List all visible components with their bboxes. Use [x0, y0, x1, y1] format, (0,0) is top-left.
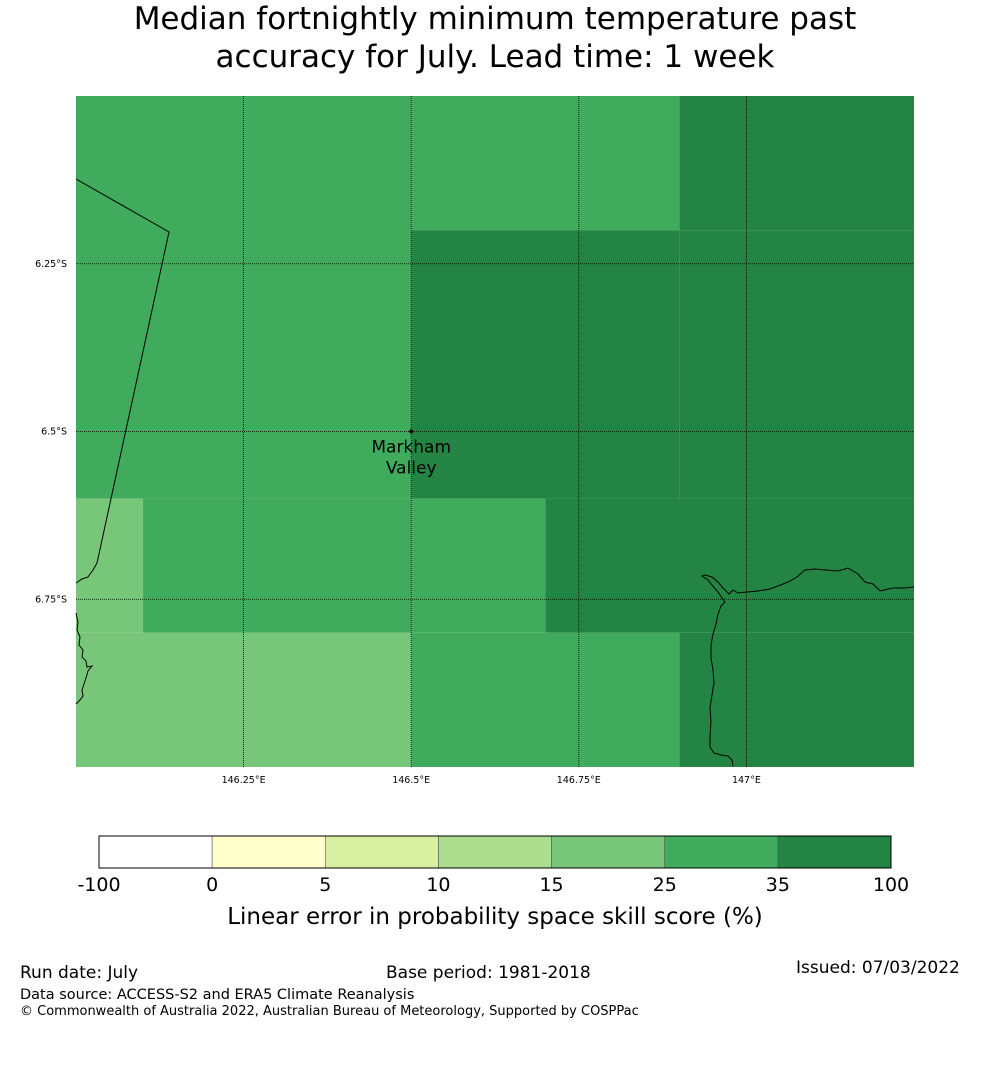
grid-cell-5 — [76, 498, 144, 633]
border-line — [75, 178, 170, 564]
coastline-east — [700, 567, 915, 767]
colorbar-label-1: 0 — [206, 874, 218, 896]
colorbar-outline — [98, 835, 892, 869]
location-marker-group: Markham Valley — [371, 429, 451, 479]
lon-tick-label-0: 146.25°E — [222, 775, 266, 786]
data-source: Data source: ACCESS-S2 and ERA5 Climate … — [20, 987, 415, 1003]
run-date: Run date: July — [20, 963, 139, 983]
map-title: Median fortnightly minimum temperature p… — [0, 0, 990, 76]
colorbar-swatch-1 — [211, 835, 326, 869]
coastline-west — [75, 612, 94, 705]
colorbar-swatch-2 — [324, 835, 439, 869]
grid-cell-3 — [411, 230, 680, 499]
map-figure: 146.25°E 146.5°E 146.75°E 147°E 6.25°S 6.5°S 6… — [35, 96, 915, 930]
location-label-line-2: Valley — [386, 459, 437, 479]
lon-tick-label-2: 146.75°E — [557, 775, 601, 786]
colorbar-label-5: 25 — [653, 874, 677, 896]
colorbar-swatch-3 — [438, 835, 552, 869]
location-label-line-1: Markham — [371, 438, 451, 458]
colorbar-swatch-0 — [98, 835, 213, 869]
location-marker — [409, 429, 414, 434]
colorbar-label-3: 10 — [426, 874, 450, 896]
lon-tick-label-1: 146.5°E — [392, 775, 430, 786]
title-line-2: accuracy for July. Lead time: 1 week — [215, 39, 775, 75]
axis-tick-labels: 146.25°E 146.5°E 146.75°E 147°E 6.25°S 6.5°S 6… — [35, 259, 761, 786]
lat-tick-label-2: 6.75°S — [35, 594, 67, 605]
coastline-west-upper — [75, 562, 98, 584]
colorbar-label-0: -100 — [77, 874, 120, 896]
title-line-1: Median fortnightly minimum temperature p… — [133, 1, 857, 37]
graticule — [76, 96, 914, 767]
skill-grid-cells — [76, 96, 914, 767]
copyright: © Commonwealth of Australia 2022, Austra… — [20, 1004, 639, 1019]
grid-cell-8 — [545, 498, 914, 633]
grid-cell-7 — [411, 498, 546, 633]
colorbar-label-6: 35 — [766, 874, 790, 896]
lon-tick-label-3: 147°E — [732, 775, 761, 786]
issued-date: Issued: 07/03/2022 — [796, 958, 960, 978]
colorbar-swatch-5 — [664, 835, 779, 869]
colorbar-label-2: 5 — [319, 874, 331, 896]
coastline — [75, 562, 915, 767]
lat-tick-label-0: 6.25°S — [35, 259, 67, 270]
grid-cell-6 — [143, 498, 412, 633]
province-border — [75, 178, 170, 564]
grid-cell-10 — [411, 632, 680, 767]
colorbar-swatch-4 — [551, 835, 666, 869]
colorbar-swatch-6 — [777, 835, 892, 869]
colorbar-label-7: 100 — [873, 874, 909, 896]
lat-tick-label-1: 6.5°S — [41, 427, 67, 438]
colorbar-title: Linear error in probability space skill … — [227, 904, 763, 930]
grid-cell-11 — [679, 632, 914, 767]
grid-cell-2 — [679, 96, 914, 231]
grid-cell-1 — [411, 96, 680, 231]
grid-cell-0 — [76, 96, 412, 499]
colorbar: -100 0 5 10 15 25 35 100 — [77, 835, 909, 896]
grid-cell-4 — [679, 230, 914, 499]
colorbar-label-4: 15 — [539, 874, 563, 896]
base-period: Base period: 1981-2018 — [386, 963, 591, 983]
